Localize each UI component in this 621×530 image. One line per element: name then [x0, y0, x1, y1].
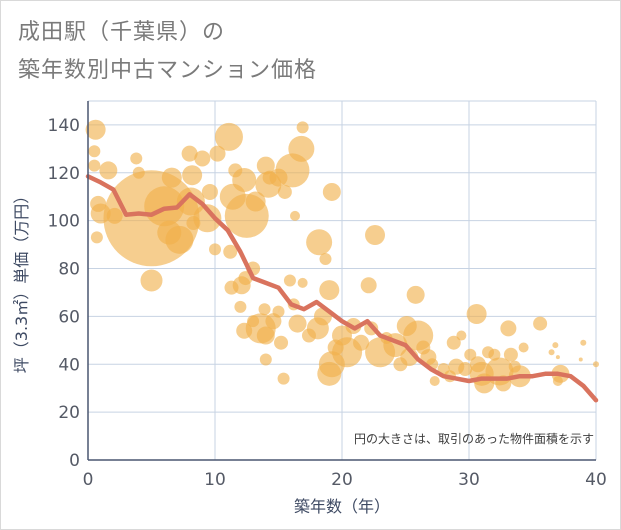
bubble [288, 135, 315, 162]
chart-title-line2: 築年数別中古マンション価格 [18, 58, 318, 83]
bubble [288, 314, 307, 333]
y-tick-label: 60 [58, 307, 80, 327]
bubble [555, 355, 560, 360]
bubble [85, 119, 106, 140]
bubble [518, 342, 529, 353]
x-tick-label: 30 [458, 470, 480, 490]
bubble [161, 167, 182, 188]
bubble [277, 372, 290, 385]
bubble [429, 376, 440, 387]
bubble [258, 303, 271, 316]
bubble [232, 167, 257, 192]
bubble [223, 244, 238, 259]
bubble [458, 362, 473, 377]
bubble [552, 376, 563, 387]
bubble [130, 152, 143, 165]
bubble [464, 348, 477, 361]
bubble [552, 342, 559, 349]
bubble [201, 183, 218, 200]
bubble [88, 145, 101, 158]
bubble [503, 347, 518, 362]
bubble [193, 204, 222, 233]
bubble [232, 276, 251, 295]
bubble [214, 122, 243, 151]
bubble [593, 361, 599, 368]
y-tick-label: 120 [48, 164, 80, 184]
y-tick-label: 40 [58, 355, 80, 375]
bubble [466, 304, 487, 325]
bubble [290, 210, 301, 221]
grid-lines [88, 100, 597, 460]
bubble [88, 159, 101, 172]
bubble [319, 280, 340, 301]
chart-title-line1: 成田駅（千葉県）の [18, 20, 226, 45]
y-axis-title: 坪（3.3㎡）単価（万円） [12, 188, 31, 373]
bubble [256, 156, 275, 175]
trend-line-group [85, 174, 599, 403]
bubble [140, 269, 163, 292]
axes [87, 101, 596, 461]
bubble [181, 145, 198, 162]
bubble [360, 277, 377, 294]
bubble [259, 353, 272, 366]
bubble [90, 231, 103, 244]
y-tick-label: 0 [69, 451, 80, 471]
bubble [446, 335, 461, 350]
bubble [456, 330, 467, 341]
bubble-size-note: 円の大きさは、取引のあった物件面積を示す [354, 431, 594, 446]
bubble [306, 229, 333, 256]
bubble [296, 121, 309, 134]
bubble [144, 186, 185, 227]
bubble [277, 184, 292, 199]
bubble [245, 191, 266, 212]
bubble [209, 243, 221, 256]
x-axis-title: 築年数（年） [294, 497, 390, 516]
bubble [317, 361, 342, 386]
x-tick-label: 0 [83, 470, 94, 490]
trend-line [85, 174, 599, 403]
bubble [406, 285, 425, 304]
bubble [234, 300, 247, 313]
bubble [500, 320, 517, 337]
bubble [272, 305, 285, 318]
bubble [256, 326, 275, 345]
bubble [99, 161, 118, 180]
x-tick-label: 10 [204, 470, 226, 490]
bubble [182, 165, 203, 186]
x-tick-label: 20 [331, 470, 353, 490]
bubble [297, 277, 308, 288]
bubble [274, 335, 289, 350]
bubble [165, 225, 194, 254]
bubble [319, 252, 332, 265]
x-tick-label: 40 [585, 470, 607, 490]
bubble [322, 182, 341, 201]
bubble [533, 316, 548, 331]
bubble [209, 145, 226, 162]
bubble [580, 339, 587, 346]
y-tick-label: 140 [48, 116, 80, 136]
y-tick-label: 20 [58, 403, 80, 423]
tick-labels: 0 20 40 60 80 100 120 140 0 10 20 30 40 [48, 116, 607, 490]
bubble [283, 274, 296, 287]
bubble [365, 225, 386, 246]
bubble [194, 150, 211, 167]
bubble [548, 349, 555, 356]
y-tick-label: 80 [58, 260, 80, 280]
bubble [275, 153, 310, 188]
bubble [353, 334, 370, 351]
y-tick-label: 100 [48, 212, 80, 232]
bubble [578, 357, 583, 362]
